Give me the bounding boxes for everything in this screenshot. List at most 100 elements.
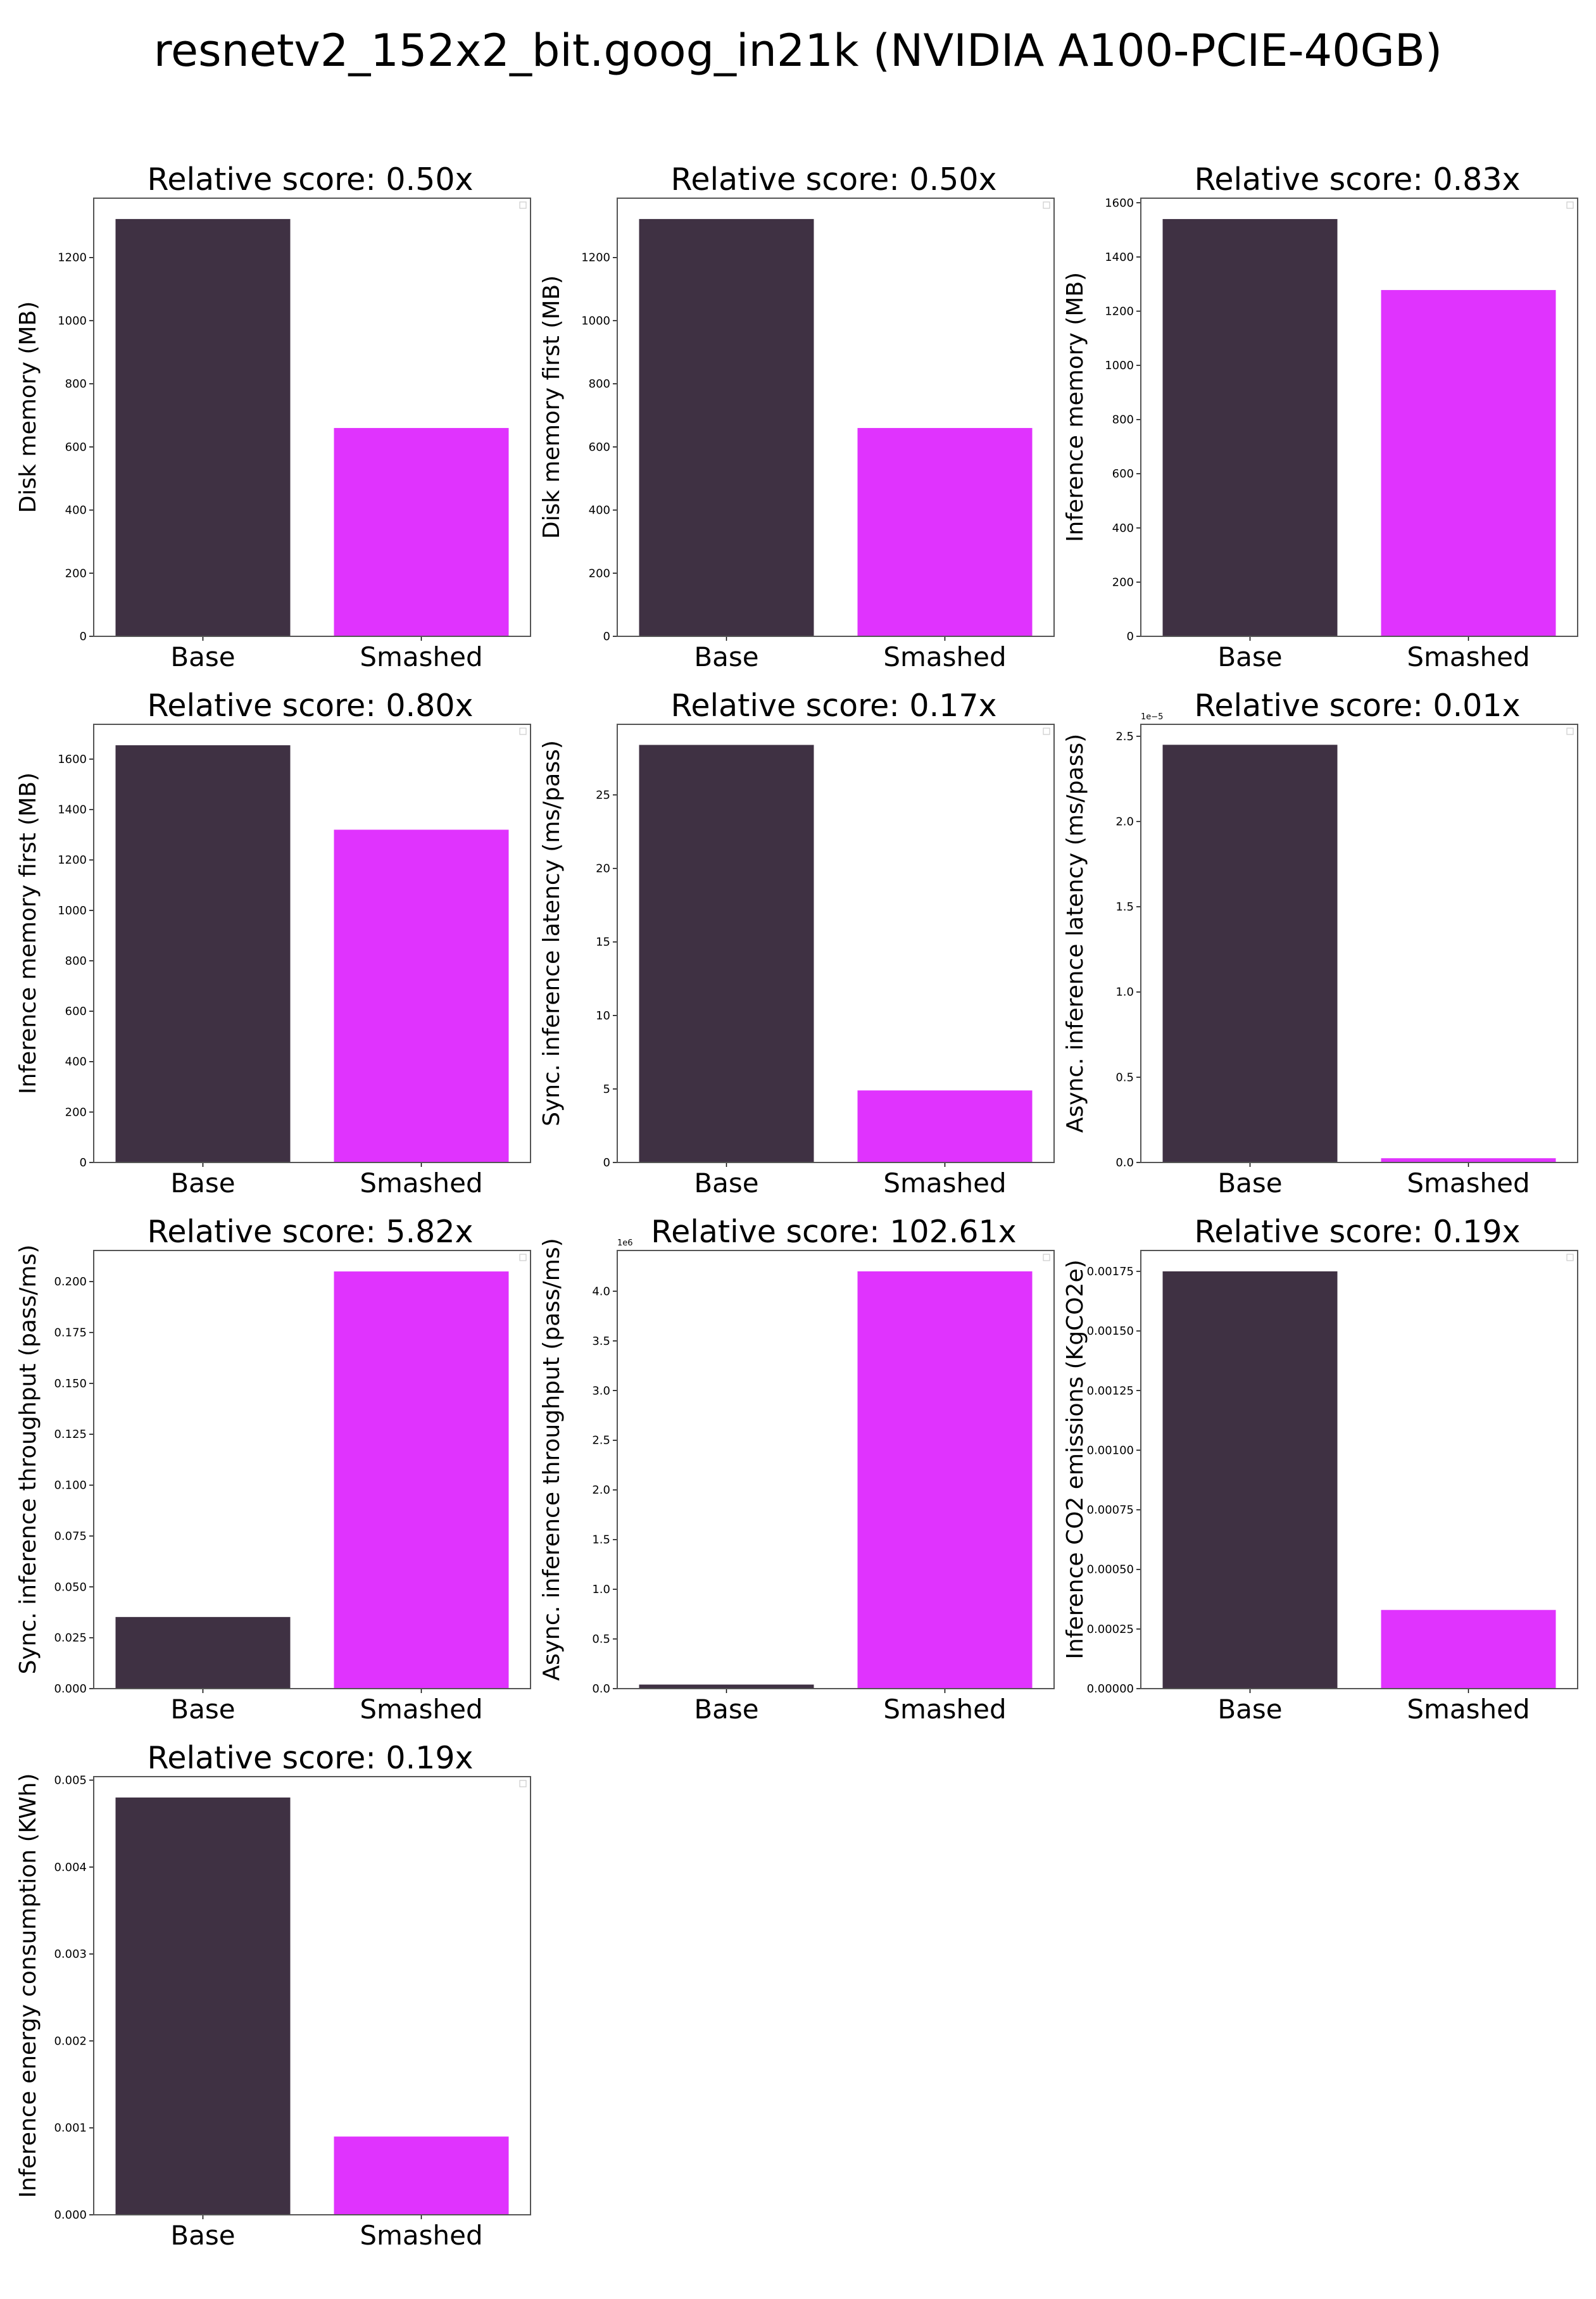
bar-base [115, 1797, 291, 2215]
x-tick-label: Base [170, 1168, 235, 1199]
chart-title: Relative score: 0.50x [147, 161, 474, 198]
y-tick-label: 0.025 [54, 1632, 87, 1645]
y-tick-label: 4.0 [592, 1285, 610, 1298]
chart-panel: Relative score: 0.50x Disk memory (MB) 0 20… [0, 160, 532, 686]
x-tick-label: Smashed [883, 1694, 1006, 1725]
y-tick-label: 1200 [58, 853, 87, 867]
y-tick-label: 20 [596, 862, 610, 876]
y-tick-label: 2.0 [1115, 815, 1134, 828]
chart-panel: Relative score: 0.01x Async. inference la… [1047, 686, 1579, 1212]
bar-smashed [334, 2136, 509, 2215]
y-tick-label: 1200 [1105, 305, 1134, 318]
y-tick-label: 0.001 [54, 2122, 87, 2135]
axes-frame [1140, 724, 1578, 1163]
chart-title: Relative score: 0.01x [1194, 688, 1521, 724]
chart-panel: Relative score: 0.17x Sync. inference lat… [524, 686, 1055, 1212]
y-tick-label: 600 [1112, 467, 1134, 481]
y-tick-label: 0.004 [54, 1861, 87, 1874]
y-tick-label: 400 [589, 504, 610, 517]
x-tick-label: Base [170, 641, 235, 672]
legend-box [519, 1780, 527, 1787]
bar-chart: 0 200 400 600 800 1000 1200 1400 1600 Base Smashed [1105, 196, 1578, 672]
bar-chart: 0 200 400 600 800 1000 1200 Base Smashed [58, 198, 531, 672]
legend-box [1043, 1254, 1050, 1261]
y-tick-label: 0.00100 [1087, 1444, 1134, 1457]
axes-frame [617, 198, 1055, 637]
bar-chart: 0.000 0.025 0.050 0.075 0.100 0.125 0.150 0.175… [54, 1250, 531, 1725]
y-tick-label: 1400 [58, 803, 87, 817]
y-tick-label: 2.5 [592, 1434, 610, 1447]
bar-smashed [1381, 1609, 1556, 1689]
y-tick-label: 1.0 [1115, 986, 1134, 999]
chart-title: Relative score: 0.80x [147, 688, 474, 724]
chart-title: Relative score: 0.19x [147, 1740, 474, 1776]
bar-smashed [1381, 1158, 1556, 1162]
chart-title: Relative score: 0.50x [670, 161, 997, 198]
bar-base [1162, 218, 1338, 636]
y-tick-label: 0.00150 [1087, 1325, 1134, 1338]
y-tick-label: 1.0 [592, 1583, 610, 1596]
axes-frame [1140, 198, 1578, 637]
y-tick-label: 800 [65, 377, 87, 391]
legend-box [1043, 727, 1050, 735]
y-tick-label: 0.002 [54, 2034, 87, 2048]
y-tick-label: 15 [596, 936, 610, 949]
y-tick-label: 200 [65, 567, 87, 580]
x-tick-label: Smashed [360, 2220, 482, 2251]
y-tick-label: 1400 [1105, 251, 1134, 264]
chart-panel: Relative score: 102.61x Async. inference … [524, 1212, 1055, 1738]
y-tick-label: 0.175 [54, 1326, 87, 1340]
chart-panel: Relative score: 5.82x Sync. inference thr… [0, 1212, 532, 1738]
y-tick-label: 600 [589, 441, 610, 454]
y-tick-label: 5 [603, 1083, 610, 1096]
bar-base [639, 745, 814, 1162]
y-tick-label: 600 [65, 1005, 87, 1018]
y-tick-label: 0.125 [54, 1428, 87, 1441]
bar-smashed [334, 1271, 509, 1689]
y-tick-label: 3.0 [592, 1384, 610, 1397]
chart-title: Relative score: 0.83x [1194, 161, 1521, 198]
y-tick-label: 0.00075 [1087, 1504, 1134, 1517]
chart-title: Relative score: 0.17x [670, 688, 997, 724]
y-tick-label: 200 [1112, 576, 1134, 589]
y-tick-label: 3.5 [592, 1335, 610, 1348]
axes-frame [1140, 1250, 1578, 1689]
chart-title: Relative score: 102.61x [651, 1214, 1017, 1250]
y-tick-label: 0 [80, 630, 87, 643]
x-tick-label: Base [1217, 1694, 1282, 1725]
y-tick-label: 0 [603, 630, 610, 643]
chart-panel: Relative score: 0.50x Disk memory first (… [524, 160, 1055, 686]
y-tick-label: 1200 [581, 251, 610, 265]
y-offset-label: 1e6 [617, 1238, 633, 1248]
y-tick-label: 0.050 [54, 1580, 87, 1594]
legend-box [1043, 201, 1050, 209]
bar-base [115, 218, 291, 636]
y-tick-label: 0 [1127, 630, 1134, 643]
y-tick-label: 0.00025 [1087, 1623, 1134, 1636]
y-tick-label: 0 [603, 1156, 610, 1169]
x-tick-label: Base [1217, 641, 1282, 672]
y-tick-label: 0.00175 [1087, 1265, 1134, 1278]
legend-box [519, 1254, 527, 1261]
y-tick-label: 0.150 [54, 1377, 87, 1390]
bar-smashed [857, 1271, 1033, 1689]
legend-box [1566, 727, 1574, 735]
y-tick-label: 1000 [581, 314, 610, 327]
y-tick-label: 1.5 [1115, 900, 1134, 914]
y-tick-label: 0.0 [592, 1682, 610, 1696]
y-tick-label: 400 [65, 504, 87, 517]
bar-chart: 0.0 0.5 1.0 1.5 2.0 2.5 Base Smashed 1e−5 [1115, 712, 1578, 1199]
bar-smashed [334, 829, 509, 1162]
y-offset-label: 1e−5 [1141, 712, 1163, 722]
axes-frame [93, 1776, 531, 2215]
bar-chart: 0.00000 0.00025 0.00050 0.00075 0.00100 0.001… [1087, 1250, 1578, 1725]
bar-base [115, 1616, 291, 1689]
x-tick-label: Smashed [1407, 641, 1530, 672]
axes-frame [93, 724, 531, 1163]
y-tick-label: 200 [65, 1105, 87, 1119]
y-tick-label: 2.0 [592, 1483, 610, 1497]
y-tick-label: 1000 [58, 314, 87, 327]
x-tick-label: Smashed [883, 641, 1006, 672]
bar-chart: 0 5 10 15 20 25 Base Smashed [596, 724, 1055, 1199]
bar-base [639, 218, 814, 636]
